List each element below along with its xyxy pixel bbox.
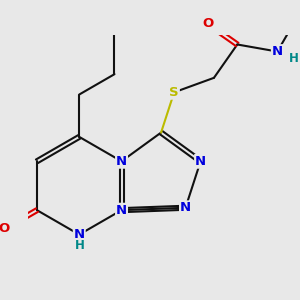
- Text: N: N: [180, 201, 191, 214]
- Text: O: O: [0, 222, 10, 236]
- Text: N: N: [74, 228, 85, 241]
- Text: H: H: [289, 52, 298, 65]
- Text: S: S: [169, 86, 179, 99]
- Text: N: N: [272, 45, 283, 58]
- Text: N: N: [116, 155, 127, 168]
- Text: H: H: [75, 239, 85, 253]
- Text: N: N: [116, 204, 127, 217]
- Text: N: N: [195, 155, 206, 168]
- Text: O: O: [202, 17, 214, 30]
